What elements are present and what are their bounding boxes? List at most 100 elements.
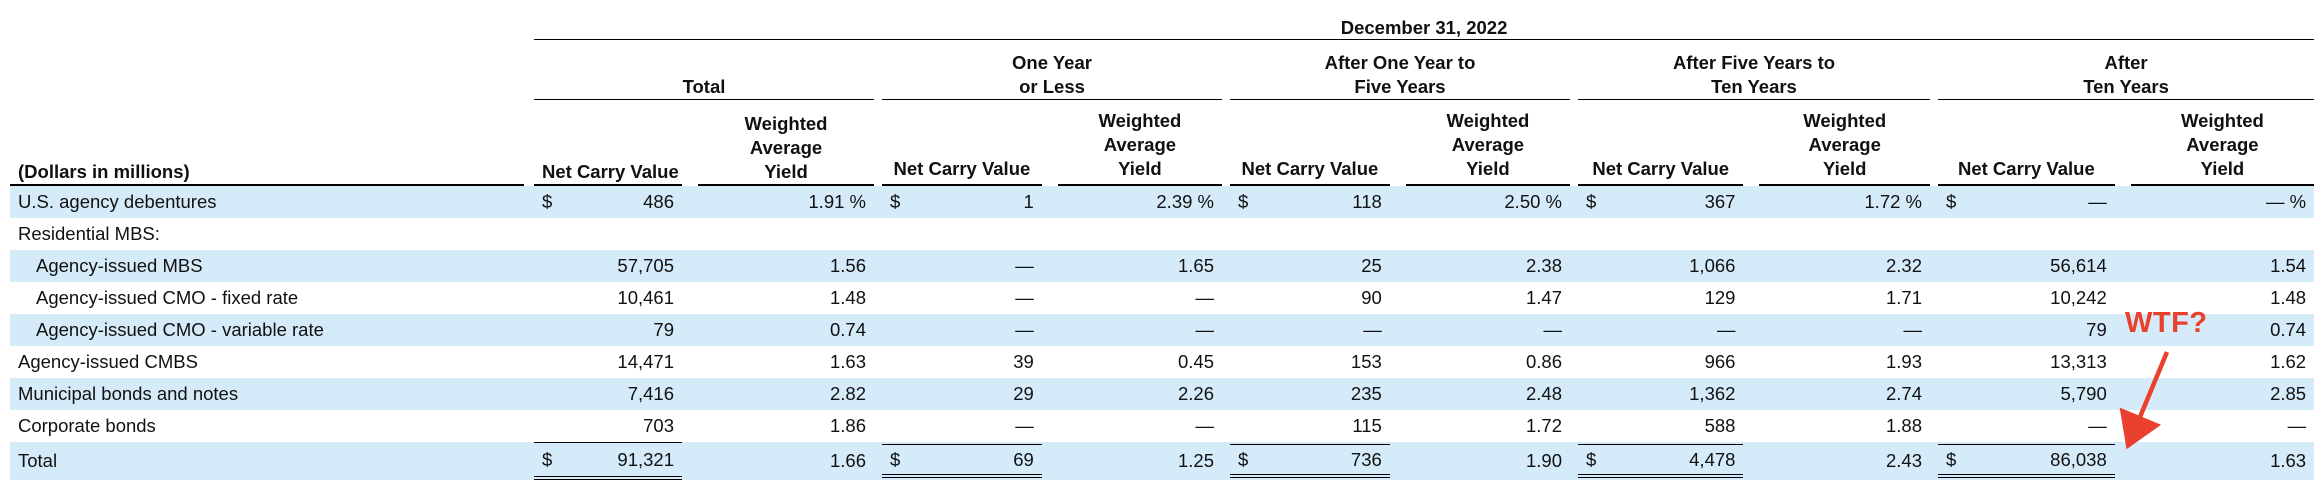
header-gap xyxy=(1930,100,1938,186)
net-carry-value: — xyxy=(882,255,1042,277)
row-label: Corporate bonds xyxy=(18,415,156,436)
maturity-bucket-cells: 1,362 2.74 xyxy=(1578,378,1930,410)
currency-symbol: $ xyxy=(1946,449,1957,470)
header-gap xyxy=(1930,40,1938,100)
weighted-average-yield: 1.48 xyxy=(829,287,866,308)
weighted-average-yield: — xyxy=(1903,319,1923,340)
total-row: Total $91,321 1.66 $69 1.25 $736 1.90 $4,478 2.4… xyxy=(10,442,2315,480)
net-carry-value: — xyxy=(1938,415,2115,437)
cell-pair: 10,242 1.48 xyxy=(1938,282,2314,314)
header-gap xyxy=(1570,40,1578,100)
net-carry-value-amount: — xyxy=(1015,255,1034,276)
weighted-average-yield: 1.63 xyxy=(829,351,866,372)
yield-header-line: Yield xyxy=(1822,158,1867,179)
weighted-average-yield: 1.90 xyxy=(1525,450,1562,471)
cell-gap xyxy=(1930,378,1938,410)
cell-gap xyxy=(682,314,698,346)
cell-pair: 966 1.93 xyxy=(1578,346,1930,378)
net-carry-value: $86,038 xyxy=(1938,444,2115,478)
net-carry-value: 79 xyxy=(1938,319,2115,341)
net-carry-value: 5,790 xyxy=(1938,383,2115,405)
row-label: Residential MBS: xyxy=(18,223,160,244)
currency-symbol: $ xyxy=(890,191,901,212)
yield-header-line: Yield xyxy=(764,161,808,182)
currency-symbol: $ xyxy=(542,191,553,212)
net-carry-value: 39 xyxy=(882,351,1042,373)
header-date-row: December 31, 2022 xyxy=(10,10,2315,40)
cell-gap xyxy=(682,218,698,250)
weighted-average-yield: 0.86 xyxy=(1525,351,1562,372)
cell-gap xyxy=(1930,346,1938,378)
cell-gap xyxy=(1930,282,1938,314)
net-carry-value-amount: 153 xyxy=(1350,351,1382,372)
weighted-average-yield xyxy=(698,218,874,250)
cell-pair: 13,313 1.62 xyxy=(1938,346,2314,378)
group-header-line2: or Less xyxy=(1019,76,1085,97)
net-carry-value: — xyxy=(1578,319,1743,341)
cell-gap xyxy=(682,250,698,282)
yield-column-header: Weighted Average Yield xyxy=(1405,109,1570,186)
cell-gap xyxy=(1930,442,1938,480)
net-carry-value xyxy=(534,218,682,250)
cell-gap xyxy=(1930,218,1938,250)
weighted-average-yield: 1.72 % xyxy=(1864,191,1922,212)
header-group-row: Total One Year or Less After One Year to Fiv… xyxy=(10,40,2315,100)
weighted-average-yield: 1.88 xyxy=(1885,415,1922,436)
cell-gap xyxy=(1570,186,1578,218)
weighted-average-yield: 1.91 % xyxy=(698,186,874,218)
cell-gap xyxy=(874,314,882,346)
cell-pair: 1,362 2.74 xyxy=(1578,378,1930,410)
cell-pair: 39 0.45 xyxy=(882,346,1222,378)
weighted-average-yield: 1.62 xyxy=(2270,351,2307,372)
header-gap xyxy=(524,100,534,186)
net-carry-value-amount: 90 xyxy=(1361,287,1382,308)
net-carry-value: $118 xyxy=(1230,191,1390,213)
net-carry-value-amount: 14,471 xyxy=(617,351,674,372)
net-carry-value-amount: 235 xyxy=(1350,383,1382,404)
yield-column-header: Weighted Average Yield xyxy=(698,100,874,186)
weighted-average-yield: 2.32 xyxy=(1885,255,1922,276)
net-carry-value-amount: 7,416 xyxy=(627,383,674,404)
net-carry-value-amount: 39 xyxy=(1013,351,1034,372)
maturity-bucket-cells: 5,790 2.85 xyxy=(1938,378,2315,410)
maturity-bucket-cells: $ — — % xyxy=(1938,186,2315,218)
weighted-average-yield: 1.71 xyxy=(1885,287,1922,308)
yield-header-line: Weighted xyxy=(744,113,828,134)
currency-symbol: $ xyxy=(890,449,901,470)
yield-column-header: Weighted Average Yield xyxy=(1759,109,1930,186)
cell-gap xyxy=(1570,250,1578,282)
cell-pair: — — xyxy=(1578,314,1930,346)
ncv-column-header: Net Carry Value xyxy=(882,157,1042,186)
net-carry-value: $ — xyxy=(1938,191,2115,213)
weighted-average-yield: — % xyxy=(2266,191,2307,212)
maturity-bucket-cells: 39 0.45 xyxy=(882,346,1222,378)
net-carry-value-amount: 13,313 xyxy=(2050,351,2107,372)
maturity-bucket-cells: 588 1.88 xyxy=(1578,410,1930,442)
currency-symbol: $ xyxy=(1586,449,1597,470)
maturity-bucket-cells: 90 1.47 xyxy=(1230,282,1570,314)
cell-gap xyxy=(874,378,882,410)
weighted-average-yield: 1.47 xyxy=(1525,287,1562,308)
maturity-bucket-cells: — — xyxy=(1230,314,1570,346)
cell-pair: $367 1.72 % xyxy=(1578,186,1930,218)
cell-pair: 5,790 2.85 xyxy=(1938,378,2314,410)
cell-gap xyxy=(874,218,882,250)
maturity-bucket-cells: 1,066 2.32 xyxy=(1578,250,1930,282)
net-carry-value: 14,471 xyxy=(534,346,682,378)
cell-pair: $86,038 1.63 xyxy=(1938,442,2314,480)
group-3-column-headers: Net Carry Value Weighted Average Yield xyxy=(1578,100,1930,186)
yield-header-line: Weighted xyxy=(1098,110,1182,131)
net-carry-value-amount: 115 xyxy=(1352,415,1382,436)
row-gap xyxy=(524,250,534,282)
row-label: Municipal bonds and notes xyxy=(10,378,524,410)
cell-gap xyxy=(1222,282,1230,314)
cell-gap xyxy=(1222,410,1230,442)
cell-gap xyxy=(682,442,698,480)
yield-header-line: Average xyxy=(1103,134,1177,155)
group-2-column-headers: Net Carry Value Weighted Average Yield xyxy=(1230,100,1570,186)
yield-header-line: Weighted xyxy=(1803,110,1887,131)
net-carry-value: 7,416 xyxy=(534,378,682,410)
cell-gap xyxy=(1222,250,1230,282)
weighted-average-yield: — xyxy=(1543,319,1563,340)
cell-pair: $736 1.90 xyxy=(1230,442,1570,480)
